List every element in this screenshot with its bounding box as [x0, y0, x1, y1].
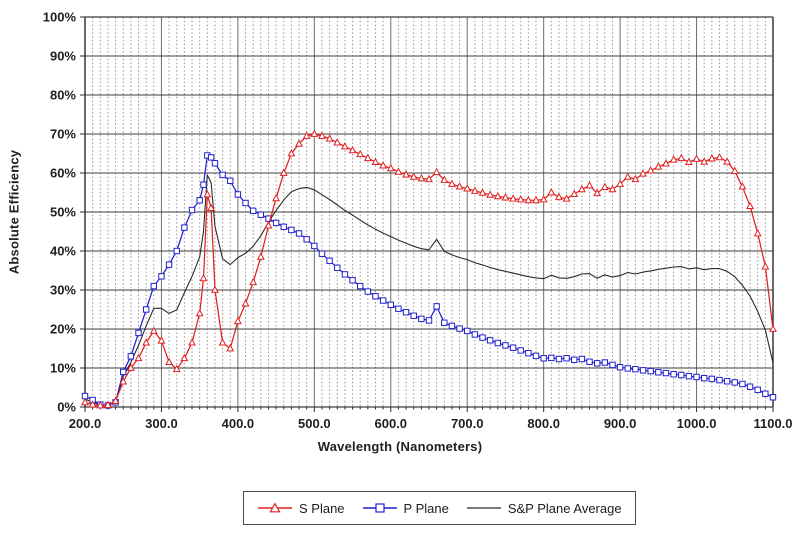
- x-tick-label: 800.0: [527, 416, 560, 431]
- legend-item-s-plane: S Plane: [257, 501, 345, 516]
- x-axis-title: Wavelength (Nanometers): [317, 439, 483, 454]
- legend-label-s-plane: S Plane: [299, 500, 345, 516]
- x-tick-label: 1100.0: [753, 416, 792, 431]
- plot-area: 200.0 300.0 400.0 500.0 600.0 700.0 800.0 900.0…: [43, 10, 793, 432]
- x-tick-label: 1000.0: [677, 416, 717, 431]
- y-tick-label: 50%: [50, 205, 76, 220]
- y-tick-label: 20%: [50, 322, 76, 337]
- series-line-2: [84, 174, 774, 406]
- y-tick-label: 0%: [57, 400, 76, 415]
- legend-label-sp-average: S&P Plane Average: [507, 500, 622, 516]
- x-tick-label: 900.0: [604, 416, 637, 431]
- legend-item-p-plane: P Plane: [362, 501, 449, 516]
- legend: S Plane P Plane S&P Plane Average: [243, 491, 636, 525]
- series-line-0: [84, 133, 774, 407]
- legend-label-p-plane: P Plane: [403, 500, 449, 516]
- y-tick-label: 80%: [50, 88, 76, 103]
- x-tick-label: 200.0: [69, 416, 102, 431]
- y-tick-label: 100%: [43, 10, 77, 25]
- x-tick-label: 600.0: [375, 416, 408, 431]
- x-tick-label: 400.0: [222, 416, 255, 431]
- y-axis-title: Absolute Efficiency: [6, 149, 22, 275]
- y-tick-label: 70%: [50, 127, 76, 142]
- y-tick-label: 40%: [50, 244, 76, 259]
- sp-average-line-icon: [466, 507, 501, 509]
- legend-item-sp-average: S&P Plane Average: [466, 501, 622, 516]
- y-tick-label: 60%: [50, 166, 76, 181]
- s-plane-line-marker-icon: [258, 502, 292, 513]
- y-tick-label: 30%: [50, 283, 76, 298]
- y-tick-label: 10%: [50, 361, 76, 376]
- y-tick-label: 90%: [50, 49, 76, 64]
- x-tick-label: 300.0: [145, 416, 178, 431]
- p-plane-line-marker-icon: [362, 503, 397, 513]
- x-tick-label: 500.0: [298, 416, 331, 431]
- x-tick-label: 700.0: [451, 416, 484, 431]
